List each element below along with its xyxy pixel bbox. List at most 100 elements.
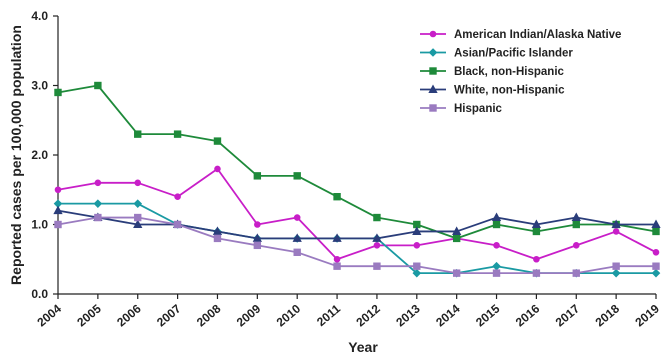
data-point	[94, 213, 102, 222]
data-point	[93, 199, 103, 208]
data-point	[612, 228, 620, 235]
data-point	[651, 268, 661, 278]
data-point	[572, 220, 580, 229]
y-axis-title: Reported cases per 100,000 population	[8, 25, 24, 285]
data-point	[492, 269, 501, 277]
data-point	[413, 262, 421, 270]
data-point	[493, 242, 500, 249]
data-point	[611, 219, 621, 228]
x-tick-label: 2018	[593, 301, 623, 329]
x-ticks: 2004 2005 2006 2007 2008 2009 2010 2011 2012 2013…	[34, 294, 662, 329]
data-point	[412, 226, 422, 235]
legend-label: White, non-Hispanic	[454, 85, 565, 97]
x-tick-label: 2016	[513, 301, 543, 329]
data-point	[213, 234, 222, 243]
legend-item: Black, non-Hispanic	[420, 66, 565, 78]
data-point	[652, 227, 660, 236]
data-point	[173, 220, 182, 229]
data-point	[532, 227, 541, 236]
x-tick-label: 2006	[114, 301, 144, 329]
series-line	[57, 167, 657, 261]
legend-swatch-marker	[428, 84, 438, 93]
data-point	[333, 262, 341, 270]
data-point	[572, 242, 580, 249]
x-tick-label: 2014	[433, 301, 463, 329]
x-tick-label: 2004	[34, 301, 64, 329]
y-tick-label: 1.0	[31, 218, 48, 232]
data-point	[332, 233, 342, 242]
legend-swatch-marker	[429, 104, 437, 112]
series-line	[57, 84, 657, 240]
data-point	[134, 179, 142, 187]
data-point	[611, 268, 621, 278]
legend-item: White, non-Hispanic	[420, 84, 565, 97]
data-point	[373, 242, 381, 249]
x-tick-label: 2009	[234, 301, 264, 329]
data-point	[292, 233, 302, 242]
data-point	[373, 262, 381, 270]
legend-swatch-marker	[428, 48, 438, 57]
data-point	[134, 130, 142, 138]
data-point	[492, 261, 501, 271]
data-point	[94, 81, 102, 90]
data-point	[612, 262, 620, 270]
data-point	[54, 220, 62, 229]
x-tick-label: 2013	[393, 301, 423, 329]
data-point	[412, 268, 422, 278]
x-tick-label: 2005	[74, 301, 104, 329]
data-point	[452, 226, 462, 235]
data-point	[254, 221, 261, 228]
x-tick-label: 2011	[314, 301, 343, 329]
x-tick-label: 2012	[353, 301, 383, 329]
data-point	[652, 249, 660, 256]
legend-label: Asian/Pacific Islander	[454, 48, 573, 60]
data-point	[572, 269, 580, 277]
data-point	[53, 205, 63, 215]
data-point	[652, 262, 660, 270]
data-point	[212, 226, 223, 235]
x-axis-title: Year	[348, 339, 378, 355]
data-point	[293, 172, 301, 180]
data-point	[413, 242, 421, 249]
data-point	[252, 233, 262, 242]
legend-label: American Indian/Alaska Native	[454, 29, 621, 41]
data-point	[253, 241, 262, 250]
legend: American Indian/Alaska Native Asian/Pacif…	[420, 29, 621, 115]
data-point	[452, 269, 461, 277]
series-2	[54, 81, 660, 243]
y-tick-label: 0.0	[31, 287, 48, 301]
x-tick-label: 2008	[194, 301, 224, 329]
data-point	[531, 219, 542, 228]
legend-swatch-marker	[429, 30, 437, 38]
data-point	[452, 234, 461, 243]
data-point	[492, 220, 501, 229]
x-tick-label: 2007	[154, 301, 184, 329]
y-ticks: 0.0 1.0 2.0 3.0 4.0	[31, 9, 58, 301]
legend-item: Hispanic	[420, 103, 503, 115]
data-point	[214, 165, 221, 173]
data-point	[532, 269, 541, 277]
data-point	[253, 172, 262, 180]
data-point	[491, 212, 502, 222]
x-tick-label: 2017	[553, 301, 583, 329]
data-point	[54, 186, 62, 194]
data-point	[373, 213, 381, 222]
data-point	[54, 88, 62, 97]
data-point	[173, 130, 182, 138]
legend-label: Black, non-Hispanic	[454, 66, 565, 78]
x-tick-label: 2015	[473, 301, 503, 329]
series-line	[57, 216, 656, 275]
data-point	[94, 179, 102, 187]
y-tick-label: 2.0	[31, 148, 48, 162]
data-point	[134, 213, 142, 222]
data-point	[533, 255, 540, 263]
legend-item: Asian/Pacific Islander	[420, 48, 573, 60]
series-0	[54, 165, 660, 263]
data-point	[133, 219, 143, 228]
series-line	[57, 209, 656, 240]
series-3	[53, 205, 661, 242]
series-layer	[53, 81, 661, 278]
data-point	[333, 255, 341, 263]
x-tick-label: 2010	[274, 301, 304, 329]
